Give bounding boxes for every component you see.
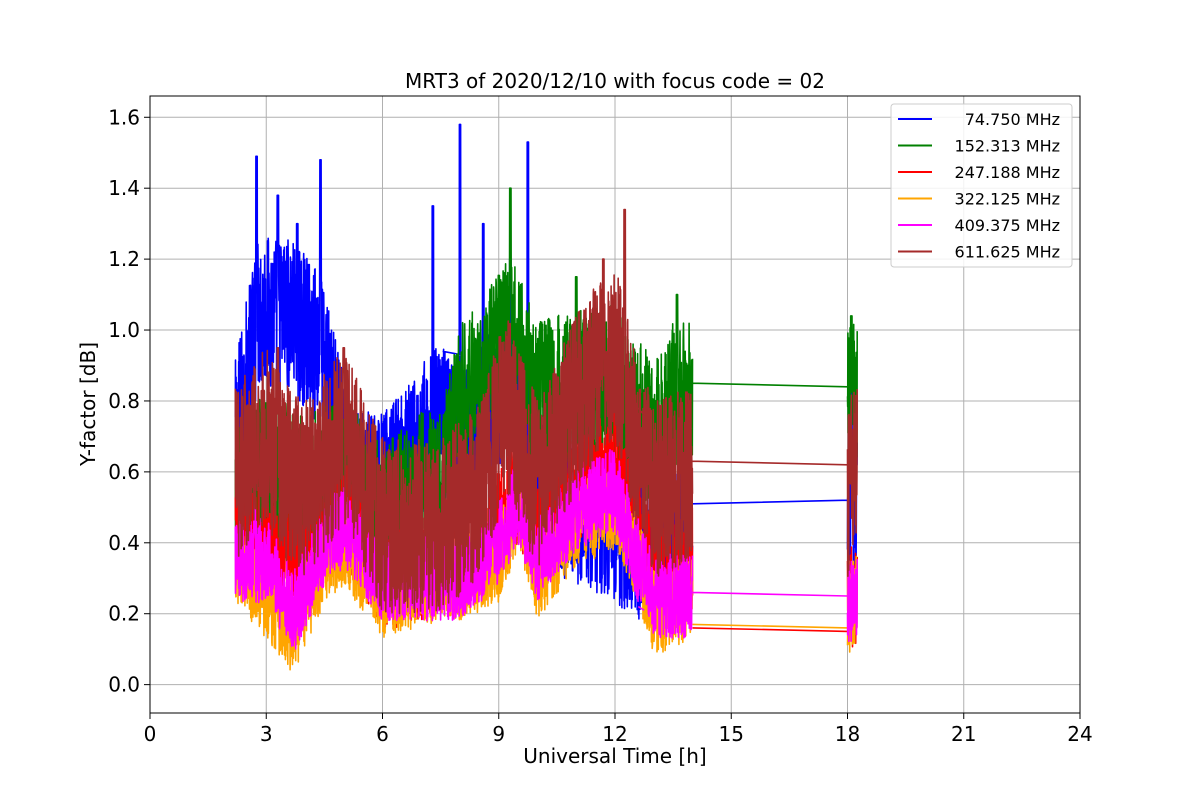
x-tick-label: 21 (951, 722, 976, 746)
legend-label-2: 152.313 MHz (955, 137, 1060, 156)
y-axis-title: Y-factor [dB] (76, 342, 100, 467)
legend-label-6: 611.625 MHz (955, 243, 1060, 262)
x-tick-label: 3 (260, 722, 273, 746)
x-axis-ticks: 0 3 6 9 12 15 18 21 24 (144, 713, 1093, 746)
x-tick-label: 24 (1067, 722, 1092, 746)
chart-title: MRT3 of 2020/12/10 with focus code = 02 (405, 69, 825, 93)
y-tick-label: 0.4 (108, 531, 140, 555)
y-tick-label: 0.0 (108, 673, 140, 697)
y-tick-label: 0.2 (108, 602, 140, 626)
x-tick-label: 15 (719, 722, 744, 746)
x-tick-label: 9 (492, 722, 505, 746)
legend-label-5: 409.375 MHz (955, 216, 1060, 235)
legend-label-4: 322.125 MHz (955, 190, 1060, 209)
x-axis-title: Universal Time [h] (523, 744, 706, 768)
y-tick-label: 0.6 (108, 460, 140, 484)
x-tick-label: 0 (144, 722, 157, 746)
y-tick-label: 1.6 (108, 105, 140, 129)
series-lines (234, 123, 858, 671)
legend: 74.750 MHz 152.313 MHz 247.188 MHz 322.125 … (890, 103, 1073, 268)
y-tick-label: 1.0 (108, 318, 140, 342)
y-axis-ticks: 0.0 0.2 0.4 0.6 0.8 1.0 1.2 1.4 1.6 (108, 105, 150, 697)
legend-box (890, 103, 1073, 268)
series-line-6 (234, 208, 858, 615)
legend-label-1: 74.750 MHz (965, 110, 1060, 129)
y-tick-label: 1.4 (108, 176, 140, 200)
x-tick-label: 12 (602, 722, 627, 746)
y-tick-label: 1.2 (108, 247, 140, 271)
x-tick-label: 18 (835, 722, 860, 746)
y-tick-label: 0.8 (108, 389, 140, 413)
legend-label-3: 247.188 MHz (955, 163, 1060, 182)
x-tick-label: 6 (376, 722, 389, 746)
